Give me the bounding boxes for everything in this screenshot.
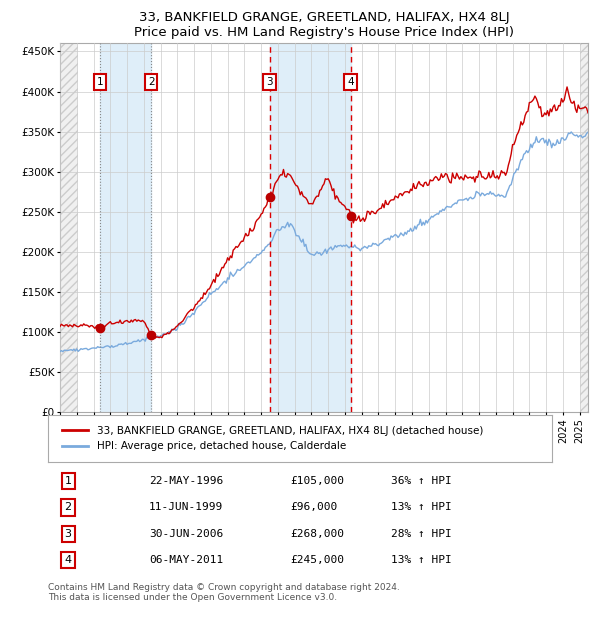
Text: 13% ↑ HPI: 13% ↑ HPI (391, 502, 451, 513)
Text: 30-JUN-2006: 30-JUN-2006 (149, 529, 223, 539)
Text: £96,000: £96,000 (290, 502, 337, 513)
Text: Contains HM Land Registry data © Crown copyright and database right 2024.
This d: Contains HM Land Registry data © Crown c… (48, 583, 400, 602)
Text: 13% ↑ HPI: 13% ↑ HPI (391, 555, 451, 565)
Text: 2: 2 (65, 502, 72, 513)
Title: 33, BANKFIELD GRANGE, GREETLAND, HALIFAX, HX4 8LJ
Price paid vs. HM Land Registr: 33, BANKFIELD GRANGE, GREETLAND, HALIFAX… (134, 11, 514, 40)
Text: 2: 2 (148, 77, 154, 87)
Bar (100, 43, 151, 412)
Text: £268,000: £268,000 (290, 529, 344, 539)
Text: £105,000: £105,000 (290, 476, 344, 486)
Text: 22-MAY-1996: 22-MAY-1996 (149, 476, 223, 486)
Text: 1: 1 (65, 476, 71, 486)
Text: 3: 3 (266, 77, 273, 87)
Bar (580, 43, 588, 412)
Text: 4: 4 (347, 77, 354, 87)
Text: 28% ↑ HPI: 28% ↑ HPI (391, 529, 451, 539)
Bar (269, 43, 350, 412)
Text: 06-MAY-2011: 06-MAY-2011 (149, 555, 223, 565)
Text: £245,000: £245,000 (290, 555, 344, 565)
Text: 36% ↑ HPI: 36% ↑ HPI (391, 476, 451, 486)
Text: 3: 3 (65, 529, 71, 539)
Legend: 33, BANKFIELD GRANGE, GREETLAND, HALIFAX, HX4 8LJ (detached house), HPI: Average: 33, BANKFIELD GRANGE, GREETLAND, HALIFAX… (58, 422, 487, 456)
Text: 11-JUN-1999: 11-JUN-1999 (149, 502, 223, 513)
Bar (60, 43, 79, 412)
Text: 4: 4 (65, 555, 72, 565)
Text: 1: 1 (97, 77, 103, 87)
